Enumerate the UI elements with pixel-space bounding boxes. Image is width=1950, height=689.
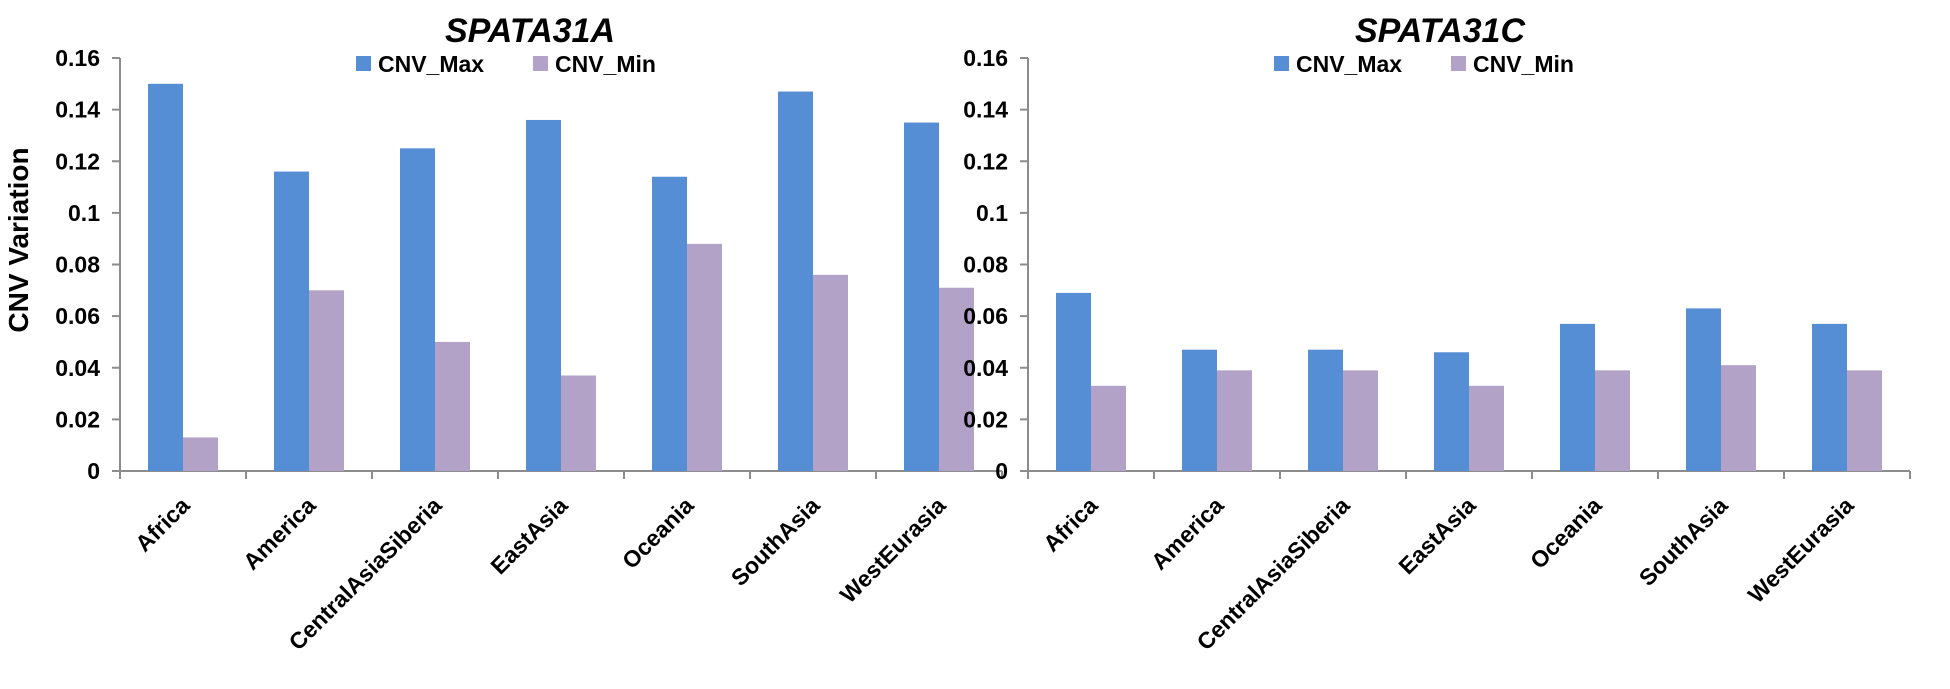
bar-cnv-max-westeurasia bbox=[1812, 323, 1847, 471]
bar-cnv-min-eastasia bbox=[561, 375, 596, 471]
x-category-label: EastAsia bbox=[485, 492, 572, 579]
bar-cnv-max-oceania bbox=[1560, 323, 1595, 471]
y-tick-label: 0.12 bbox=[55, 148, 100, 174]
y-tick-label: 0.16 bbox=[55, 45, 100, 71]
y-tick-label: 0.1 bbox=[68, 200, 100, 226]
x-category-label: WestEurasia bbox=[1743, 492, 1859, 608]
chart-spata31c: SPATA31C CNV_Max CNV_Min 0 0.02 0.04 0.06 0.… bbox=[963, 12, 1911, 655]
legend-swatch-cnv-min bbox=[1451, 56, 1466, 71]
y-tick-label: 0 bbox=[995, 458, 1008, 484]
legend-label-cnv-min: CNV_Min bbox=[1473, 51, 1574, 77]
x-category-label: Africa bbox=[1038, 492, 1103, 557]
bar-cnv-max-southasia bbox=[1686, 308, 1721, 471]
bar-cnv-min-southasia bbox=[813, 274, 848, 471]
bar-cnv-max-america bbox=[274, 171, 309, 471]
bar-cnv-min-centralasiasiberia bbox=[435, 341, 470, 471]
bar-cnv-min-eastasia bbox=[1469, 385, 1504, 471]
bar-cnv-min-southasia bbox=[1721, 365, 1756, 471]
x-category-label: America bbox=[1146, 492, 1229, 575]
chart-title: SPATA31A bbox=[445, 12, 615, 50]
bar-cnv-min-africa bbox=[183, 437, 218, 471]
bar-cnv-max-centralasiasiberia bbox=[400, 148, 435, 471]
legend: CNV_Max CNV_Min bbox=[356, 51, 656, 77]
bar-cnv-max-oceania bbox=[652, 176, 687, 472]
y-tick-label: 0.06 bbox=[963, 303, 1008, 329]
x-category-label: SouthAsia bbox=[726, 492, 825, 591]
chart-title: SPATA31C bbox=[1355, 12, 1525, 50]
y-tick-label: 0.06 bbox=[55, 303, 100, 329]
y-tick-label: 0.1 bbox=[976, 200, 1008, 226]
plot-area: 0 0.02 0.04 0.06 0.08 0.1 0.12 0.14 0.16 Africa Am… bbox=[55, 45, 1003, 655]
legend-swatch-cnv-max bbox=[356, 56, 371, 71]
plot-area: 0 0.02 0.04 0.06 0.08 0.1 0.12 0.14 0.16 Africa Am… bbox=[963, 45, 1911, 655]
x-category-label: Oceania bbox=[617, 492, 699, 574]
y-tick-label: 0 bbox=[87, 458, 100, 484]
x-category-label: Africa bbox=[130, 492, 195, 557]
x-category-label: WestEurasia bbox=[835, 492, 951, 608]
legend-label-cnv-min: CNV_Min bbox=[555, 51, 656, 77]
legend-label-cnv-max: CNV_Max bbox=[1296, 51, 1402, 77]
bar-cnv-max-africa bbox=[148, 83, 183, 471]
bar-cnv-min-america bbox=[1217, 370, 1252, 471]
y-tick-label: 0.04 bbox=[55, 355, 100, 381]
legend: CNV_Max CNV_Min bbox=[1274, 51, 1574, 77]
bar-cnv-max-centralasiasiberia bbox=[1308, 349, 1343, 471]
bar-cnv-min-centralasiasiberia bbox=[1343, 370, 1378, 471]
bar-cnv-max-southasia bbox=[778, 91, 813, 472]
bar-cnv-max-westeurasia bbox=[904, 122, 939, 471]
bar-cnv-max-africa bbox=[1056, 292, 1091, 471]
bar-cnv-max-eastasia bbox=[1434, 352, 1469, 471]
bar-cnv-max-eastasia bbox=[526, 119, 561, 471]
x-category-label: America bbox=[238, 492, 321, 575]
bar-cnv-min-westeurasia bbox=[939, 287, 974, 471]
y-tick-label: 0.02 bbox=[963, 406, 1008, 432]
x-category-label: Oceania bbox=[1525, 492, 1607, 574]
legend-swatch-cnv-max bbox=[1274, 56, 1289, 71]
y-tick-label: 0.12 bbox=[963, 148, 1008, 174]
y-axis-label: CNV Variation bbox=[3, 147, 34, 332]
y-tick-label: 0.16 bbox=[963, 45, 1008, 71]
x-category-label: EastAsia bbox=[1393, 492, 1480, 579]
y-tick-label: 0.14 bbox=[55, 97, 100, 123]
x-category-label: SouthAsia bbox=[1634, 492, 1733, 591]
bar-cnv-min-oceania bbox=[1595, 370, 1630, 471]
bar-cnv-min-oceania bbox=[687, 243, 722, 471]
y-tick-label: 0.08 bbox=[963, 252, 1008, 278]
y-tick-label: 0.04 bbox=[963, 355, 1008, 381]
bar-cnv-min-westeurasia bbox=[1847, 370, 1882, 471]
bar-cnv-max-america bbox=[1182, 349, 1217, 471]
y-tick-label: 0.02 bbox=[55, 406, 100, 432]
chart-spata31a: SPATA31A CNV Variation CNV_Max CNV_Min 0… bbox=[3, 12, 1003, 655]
y-tick-label: 0.14 bbox=[963, 97, 1008, 123]
legend-label-cnv-max: CNV_Max bbox=[378, 51, 484, 77]
bar-cnv-min-america bbox=[309, 290, 344, 471]
legend-swatch-cnv-min bbox=[533, 56, 548, 71]
y-tick-label: 0.08 bbox=[55, 252, 100, 278]
bar-cnv-min-africa bbox=[1091, 385, 1126, 471]
